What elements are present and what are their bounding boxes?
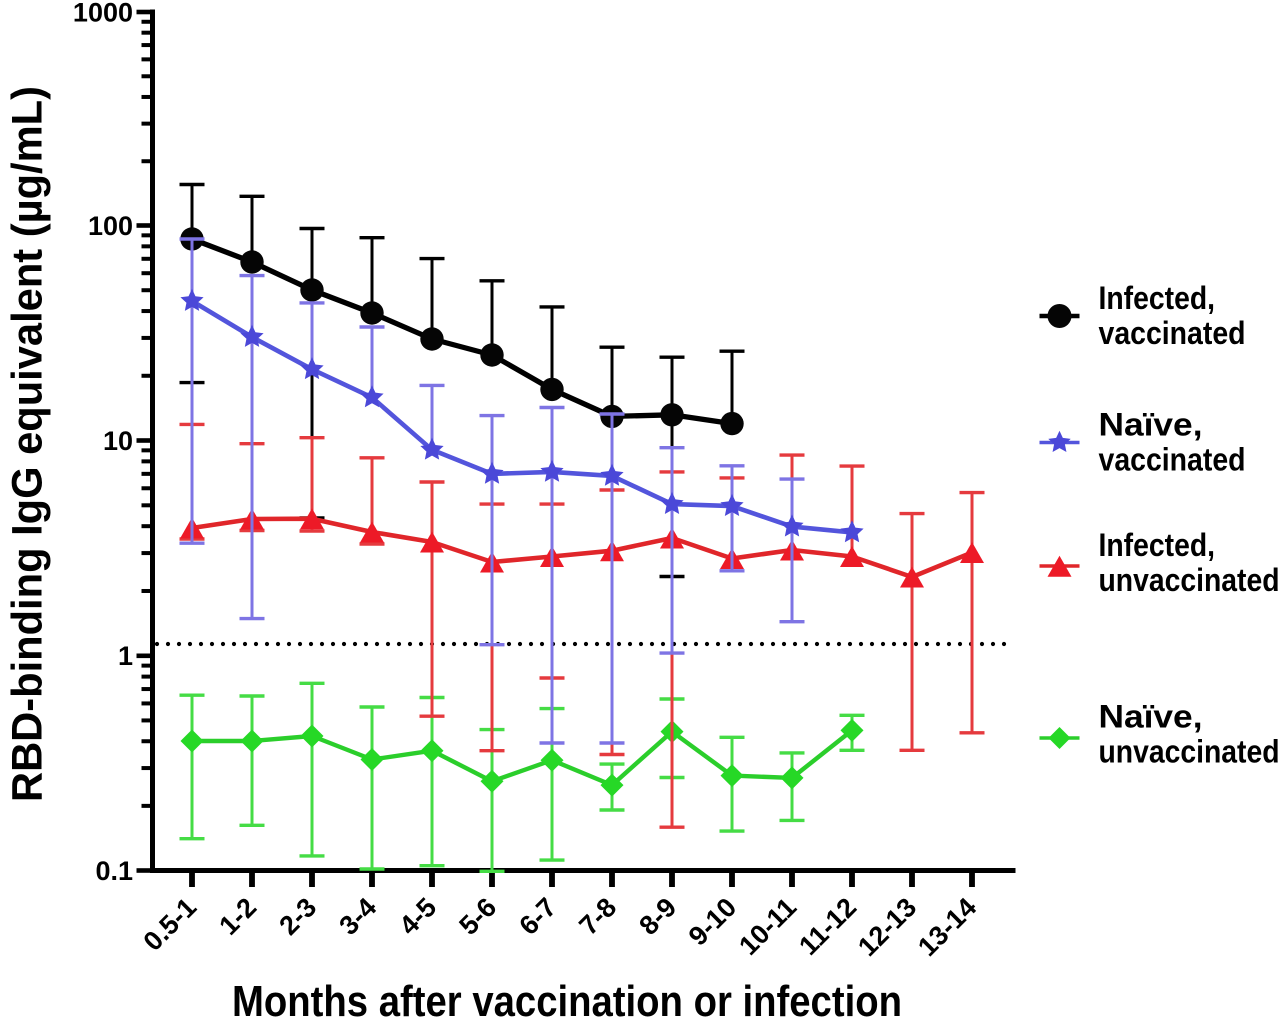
svg-text:100: 100 (88, 211, 133, 241)
svg-text:Months after vaccination or in: Months after vaccination or infection (232, 977, 902, 1019)
svg-text:unvaccinated: unvaccinated (1099, 562, 1280, 598)
svg-text:unvaccinated: unvaccinated (1099, 734, 1280, 770)
svg-text:0.1: 0.1 (95, 856, 133, 886)
svg-text:Infected,: Infected, (1099, 280, 1216, 316)
svg-text:RBD-binding IgG equivalent (µg: RBD-binding IgG equivalent (µg/mL) (4, 86, 52, 802)
svg-text:1000: 1000 (73, 0, 133, 27)
svg-text:vaccinated: vaccinated (1099, 442, 1246, 478)
svg-text:10: 10 (103, 426, 133, 456)
svg-text:1: 1 (118, 641, 133, 671)
svg-text:Infected,: Infected, (1099, 527, 1216, 563)
svg-text:vaccinated: vaccinated (1099, 315, 1246, 351)
svg-text:Naïve,: Naïve, (1099, 407, 1203, 443)
svg-text:Naïve,: Naïve, (1099, 699, 1203, 735)
